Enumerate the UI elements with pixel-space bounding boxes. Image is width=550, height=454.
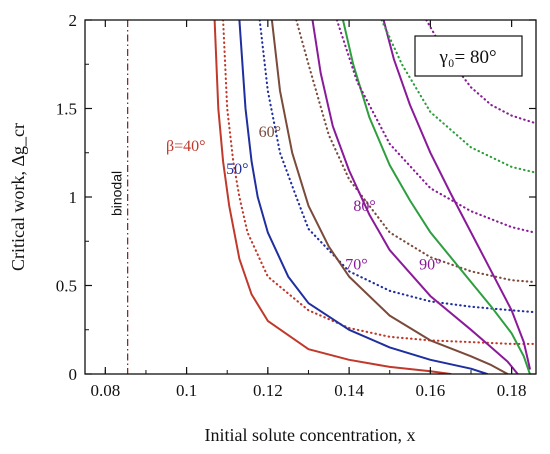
x-axis-title: Initial solute concentration, x	[205, 425, 416, 445]
series-solid-9	[382, 20, 531, 370]
curve-label-layer: β=40° 50° 60° 70° 80° 90°	[166, 124, 442, 274]
binodal-layer: binodal	[109, 20, 129, 374]
plot-area-background	[85, 20, 536, 374]
y-tick-label-0-5: 0.5	[56, 277, 77, 296]
curve-label-70: 70°	[345, 257, 367, 274]
series-dotted-3	[258, 20, 536, 314]
series-solid-2	[238, 20, 489, 374]
y-tick-label-1-5: 1.5	[56, 100, 77, 119]
series-solid-6	[311, 20, 519, 374]
y-tick-label-1: 1	[69, 188, 78, 207]
series-dotted-5	[295, 20, 536, 284]
parameter-box: γ₀= 80°	[414, 35, 523, 77]
curve-label-50: 50°	[226, 161, 248, 178]
parameter-box-text: γ₀= 80°	[438, 47, 496, 68]
curve-label-60: 60°	[259, 124, 281, 141]
y-tick-label-2: 2	[69, 11, 78, 30]
parameter-box-frame	[414, 35, 523, 77]
series-dotted-10	[380, 20, 536, 174]
y-tick-label-0: 0	[69, 365, 78, 384]
x-tick-label-0-18: 0.18	[497, 381, 527, 400]
series-dotted-11	[425, 20, 536, 124]
series-layer	[213, 20, 536, 374]
curve-label-90: 90°	[419, 257, 441, 274]
binodal-label: binodal	[109, 171, 125, 216]
x-tick-label-0-1: 0.1	[176, 381, 197, 400]
x-tick-label-0-14: 0.14	[334, 381, 364, 400]
curve-label-80: 80°	[353, 198, 375, 215]
x-tick-label-0-16: 0.16	[415, 381, 445, 400]
tick-layer: 0.08 0.1 0.12 0.14 0.16 0.18 0 0.5 1 1.5 2	[56, 11, 536, 400]
y-axis-title: Critical work, Δg_cr	[8, 123, 28, 271]
series-solid-7	[342, 20, 531, 374]
series-solid-4	[270, 20, 509, 374]
x-tick-label-0-12: 0.12	[253, 381, 283, 400]
curve-label-40: β=40°	[166, 138, 206, 155]
series-dotted-1	[222, 20, 536, 345]
series-solid-0	[213, 20, 452, 374]
x-tick-label-0-08: 0.08	[90, 381, 120, 400]
